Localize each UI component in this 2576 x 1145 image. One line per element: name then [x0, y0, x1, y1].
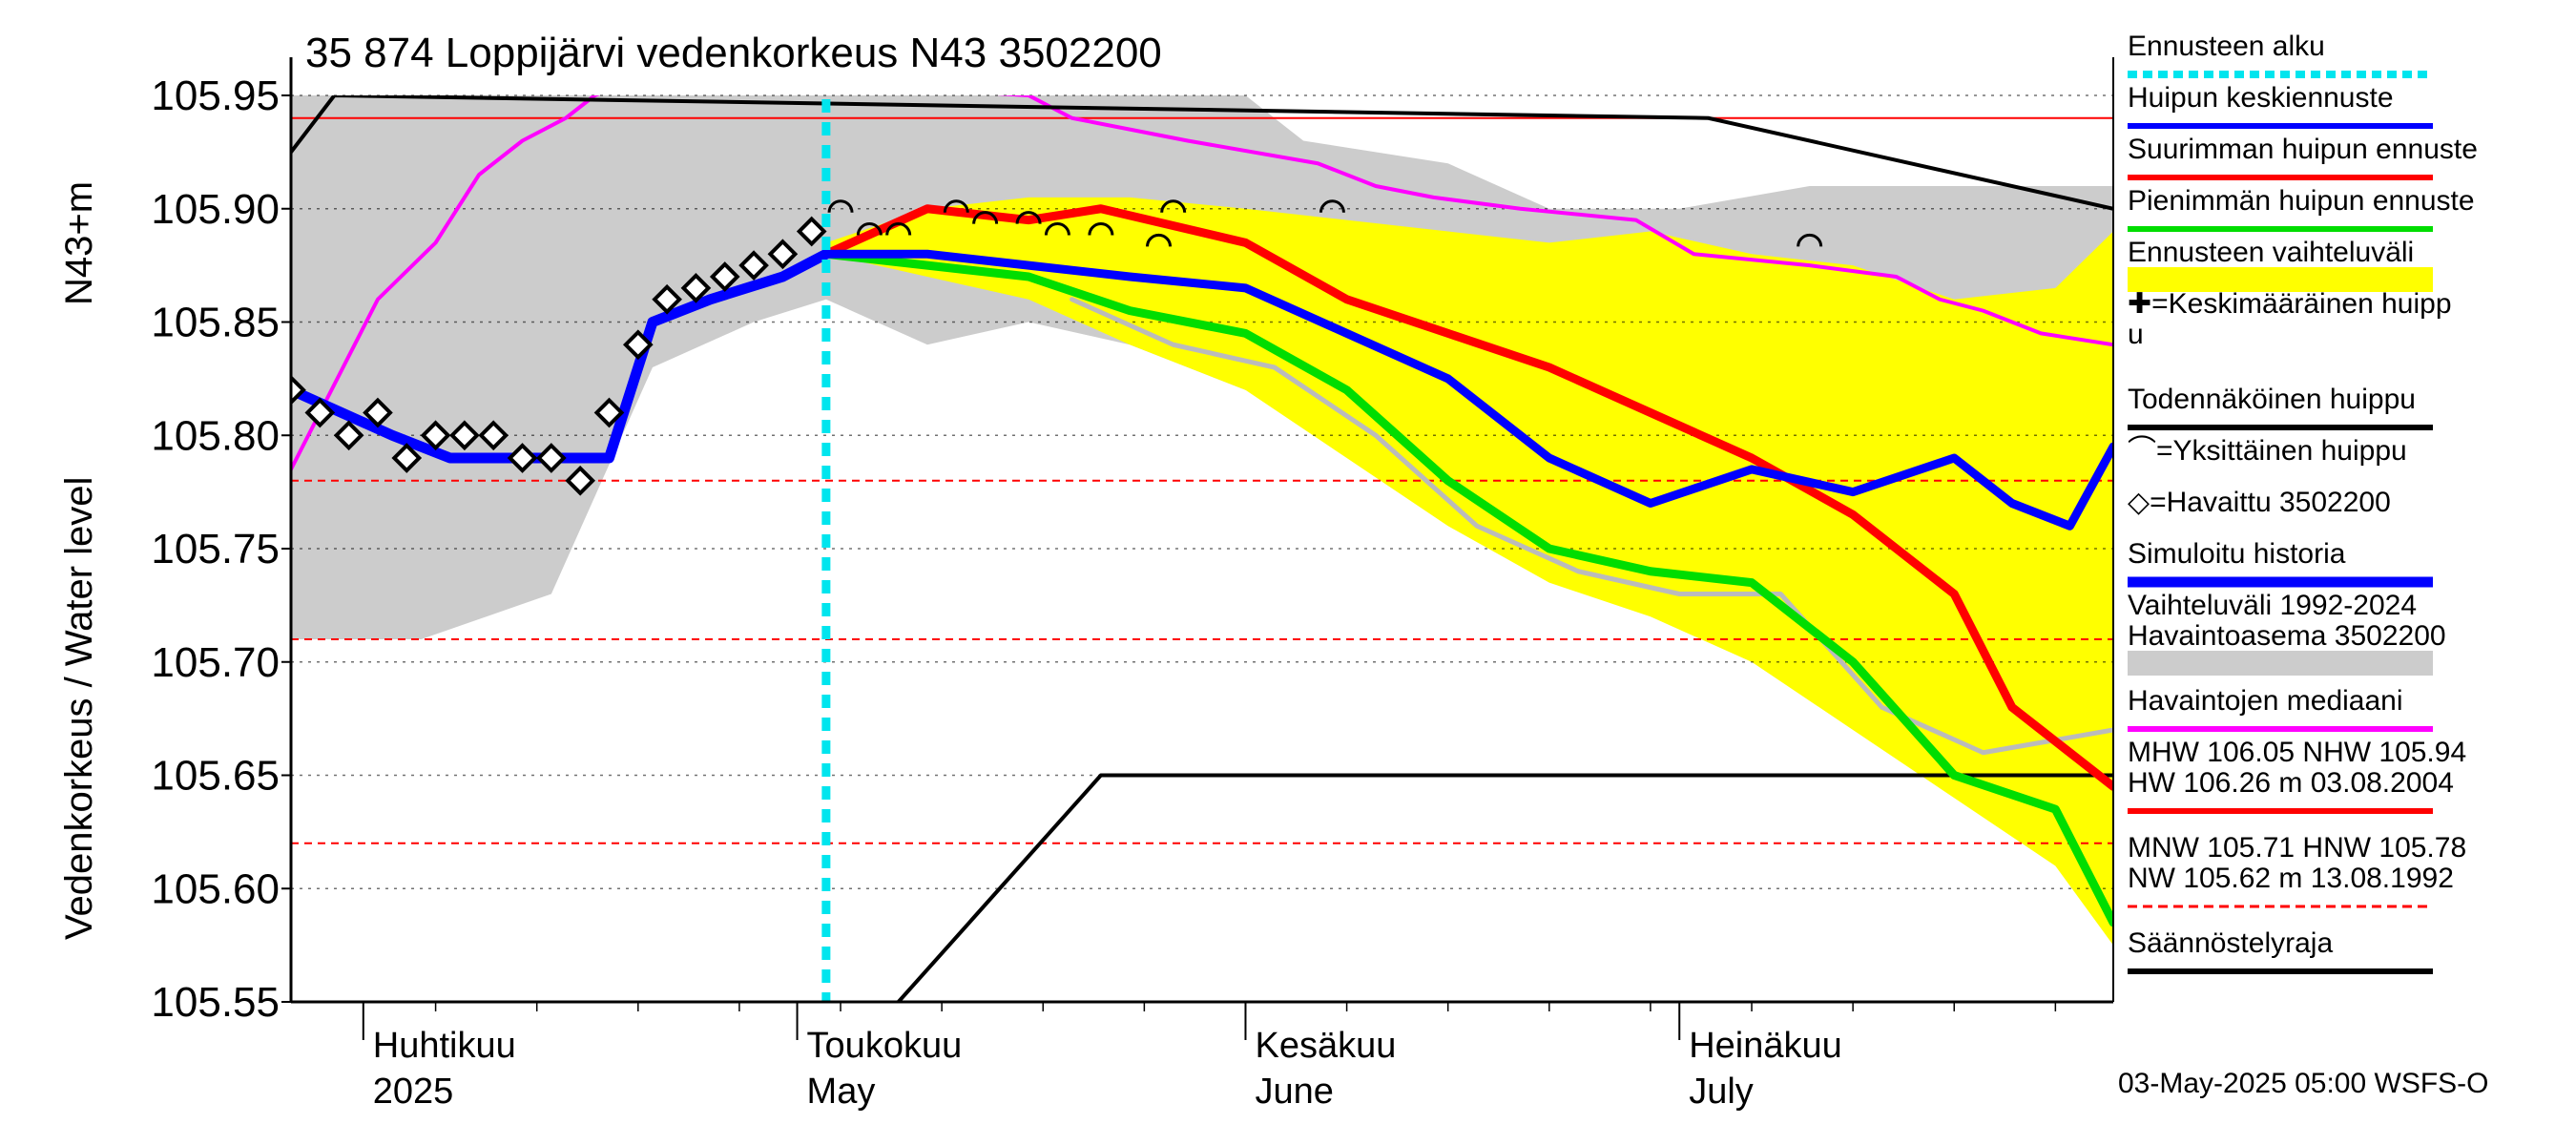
- observed-point: [565, 465, 596, 496]
- legend-label: Havaintojen mediaani: [2128, 685, 2403, 717]
- individual-peak-mark: [885, 222, 912, 236]
- observed-point: [391, 443, 423, 473]
- individual-peak-mark: [1146, 233, 1173, 247]
- observed-point: [507, 443, 538, 473]
- axes-layer: 105.55 105.60 105.65 105.70 105.75 105.80 105.…: [151, 57, 2114, 1112]
- marks-layer: [291, 95, 1823, 1002]
- legend-label: Ennusteen alku: [2128, 31, 2325, 62]
- observed-point: [536, 443, 567, 473]
- observed-point: [593, 397, 625, 428]
- y-tick-label: 105.80: [151, 412, 280, 459]
- observed-point: [333, 420, 364, 451]
- forecast-range-band: [825, 197, 2113, 946]
- month-label-en: 2025: [373, 1072, 454, 1112]
- legend-label: Todennäköinen huippu: [2128, 384, 2416, 415]
- observed-point: [420, 420, 451, 451]
- month-label-fi: Heinäkuu: [1689, 1026, 1842, 1066]
- probable-peak-line: [291, 95, 2113, 211]
- simulated-history-line: [291, 248, 832, 464]
- regulation-limit-line: [896, 773, 2113, 1002]
- median-line: [291, 95, 2113, 471]
- grey-reference-line: [1070, 297, 2113, 756]
- observed-point: [652, 283, 682, 315]
- legend-label: Säännöstelyraja: [2128, 927, 2333, 959]
- lines-layer: [291, 95, 2113, 1002]
- observed-point: [709, 261, 740, 292]
- y-tick-label: 105.55: [151, 979, 280, 1026]
- observed-point: [796, 216, 827, 247]
- individual-peak-mark: [827, 199, 854, 213]
- individual-peak-mark: [943, 199, 969, 213]
- observed-point: [291, 374, 306, 406]
- legend-swatch: [2128, 267, 2433, 292]
- y-tick-label: 105.70: [151, 639, 280, 686]
- y-axis-label: Vedenkorkeus / Water level: [58, 477, 100, 940]
- month-label-fi: Toukokuu: [807, 1026, 963, 1066]
- legend-label: MHW 106.05 NHW 105.94: [2128, 737, 2466, 768]
- month-label-fi: Kesäkuu: [1255, 1026, 1396, 1066]
- individual-peak-mark: [1797, 233, 1823, 247]
- mean-peak-forecast-line: [821, 249, 2113, 531]
- month-label-en: May: [807, 1072, 876, 1112]
- individual-peak-mark: [1044, 222, 1070, 236]
- legend-label: ✚=Keskimääräinen huipp: [2128, 288, 2452, 320]
- observed-point: [304, 397, 336, 428]
- max-peak-forecast-line: [821, 204, 2113, 791]
- legend-label: ⌒=Yksittäinen huippu: [2128, 435, 2407, 467]
- y-tick-label: 105.65: [151, 753, 280, 800]
- observed-point: [363, 397, 393, 428]
- individual-peak-mark: [1015, 211, 1042, 224]
- y-tick-label: 105.75: [151, 526, 280, 572]
- legend-label-line2: Havaintoasema 3502200: [2128, 620, 2446, 652]
- chart-title: 35 874 Loppijärvi vedenkorkeus N43 35022…: [305, 30, 1162, 76]
- legend-label: Huipun keskiennuste: [2128, 82, 2394, 114]
- legend-label-line2: NW 105.62 m 13.08.1992: [2128, 863, 2454, 894]
- legend: Ennusteen alku Huipun keskiennuste Suurimm…: [2128, 31, 2478, 974]
- individual-peak-mark: [856, 222, 883, 236]
- legend-label: Vaihteluväli 1992-2024: [2128, 590, 2417, 621]
- legend-label: Pienimmän huipun ennuste: [2128, 185, 2475, 217]
- footer-text: 03-May-2025 05:00 WSFS-O: [2118, 1068, 2489, 1099]
- observed-point: [738, 250, 769, 281]
- observed-point: [478, 420, 509, 451]
- y-axis-label-top: N43+m: [58, 181, 100, 305]
- legend-swatch: [2128, 651, 2433, 676]
- observed-point: [767, 239, 799, 270]
- legend-label: Ennusteen vaihteluväli: [2128, 237, 2414, 268]
- observed-point: [680, 273, 712, 303]
- y-tick-label: 105.90: [151, 186, 280, 233]
- month-label-en: July: [1689, 1072, 1754, 1112]
- y-tick-label: 105.95: [151, 73, 280, 119]
- individual-peak-mark: [972, 211, 999, 224]
- legend-label-line2: HW 106.26 m 03.08.2004: [2128, 767, 2454, 799]
- individual-peak-mark: [1160, 199, 1187, 213]
- min-peak-forecast-line: [821, 249, 2113, 927]
- legend-label: Simuloitu historia: [2128, 538, 2346, 570]
- individual-peak-mark: [1319, 199, 1345, 213]
- month-label-fi: Huhtikuu: [373, 1026, 516, 1066]
- observed-point: [622, 329, 654, 361]
- y-tick-label: 105.60: [151, 865, 280, 912]
- legend-label: MNW 105.71 HNW 105.78: [2128, 832, 2466, 864]
- legend-label: Suurimman huipun ennuste: [2128, 134, 2478, 165]
- legend-label: ◇=Havaittu 3502200: [2128, 487, 2391, 518]
- legend-label-line2: u: [2128, 319, 2144, 350]
- individual-peak-mark: [1088, 222, 1114, 236]
- observed-point: [449, 420, 480, 451]
- month-label-en: June: [1255, 1072, 1333, 1112]
- bands-layer: [291, 95, 2113, 946]
- y-tick-label: 105.85: [151, 300, 280, 346]
